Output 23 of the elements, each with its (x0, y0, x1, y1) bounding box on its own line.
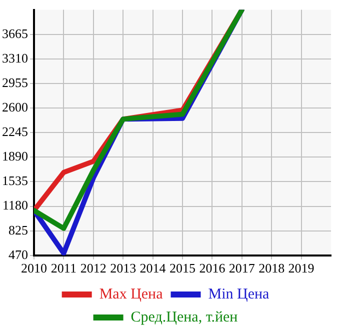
x-tick-label: 2014 (140, 260, 166, 276)
y-tick-label: 470 (8, 246, 28, 262)
y-tick-label: 3310 (2, 50, 28, 66)
y-tick-label: 1180 (2, 198, 28, 213)
x-tick-label: 2012 (80, 260, 106, 276)
legend-label: Max Цена (99, 286, 164, 302)
legend-label: Сред.Цена, т.йен (130, 309, 238, 326)
x-tick-label: 2018 (258, 260, 285, 276)
x-tick-label: 2015 (170, 260, 196, 276)
y-tick-label: 1890 (2, 148, 28, 164)
y-tick-label: 825 (8, 222, 28, 238)
x-tick-label: 2017 (228, 260, 256, 276)
y-tick-label: 3665 (2, 26, 28, 41)
x-tick-label: 2016 (199, 260, 226, 276)
x-tick-label: 2011 (50, 260, 76, 276)
x-tick-label: 2019 (288, 260, 314, 276)
x-tick-label: 2013 (110, 260, 136, 276)
y-tick-label: 2955 (2, 74, 28, 90)
legend-label: Min Цена (208, 286, 270, 302)
y-tick-label: 2600 (2, 99, 28, 114)
x-tick-label: 2010 (21, 260, 47, 276)
y-tick-label: 2245 (2, 124, 28, 140)
y-tick-label: 1535 (2, 173, 28, 188)
